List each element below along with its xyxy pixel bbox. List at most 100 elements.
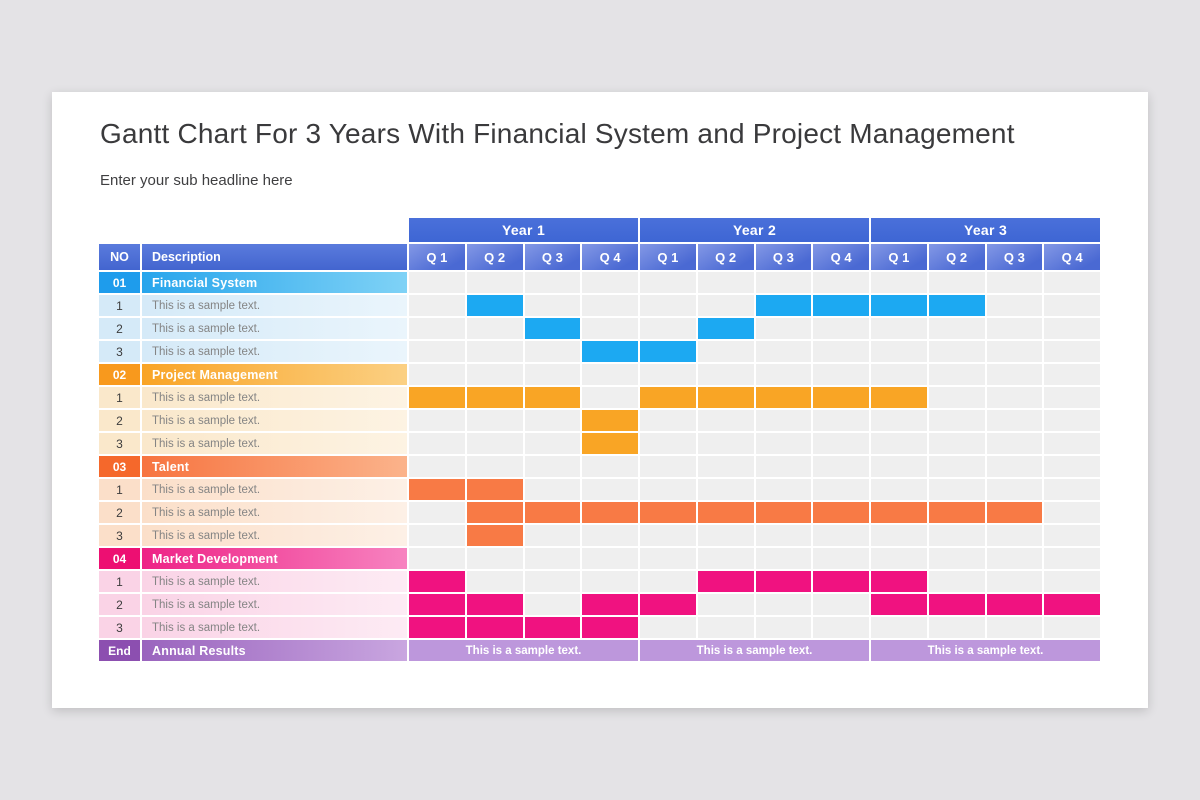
gantt-bar-cell <box>466 387 523 408</box>
section-no-badge: 02 <box>99 364 140 385</box>
gantt-bar-cell <box>928 295 985 316</box>
quarter-cell: Q 1 <box>640 244 696 270</box>
timeline-cell <box>697 617 754 638</box>
task-row: 3 This is a sample text. <box>99 341 1100 362</box>
gantt-bar-cell <box>813 295 869 316</box>
timeline-cell <box>871 341 927 362</box>
timeline-cell <box>986 456 1043 477</box>
timeline-cell <box>409 525 465 546</box>
gantt-bar-cell <box>697 502 754 523</box>
timeline-cell <box>697 272 754 293</box>
quarter-cell: Q 4 <box>813 244 869 270</box>
timeline-cell <box>640 571 696 592</box>
timeline-cell <box>409 456 465 477</box>
task-description: This is a sample text. <box>142 318 407 339</box>
gantt-bar-cell <box>813 502 869 523</box>
timeline-cell <box>871 617 927 638</box>
task-no: 1 <box>99 295 140 316</box>
gantt-bar-cell <box>640 341 696 362</box>
task-no: 2 <box>99 502 140 523</box>
slide-card: Gantt Chart For 3 Years With Financial S… <box>52 92 1148 708</box>
gantt-bar-cell <box>871 571 927 592</box>
timeline-cell <box>813 456 869 477</box>
gantt-bar-cell <box>986 594 1043 615</box>
timeline-cell <box>813 364 869 385</box>
gantt-bar-cell <box>871 295 927 316</box>
timeline-cell <box>928 479 985 500</box>
timeline-cell <box>640 364 696 385</box>
gantt-bar-cell <box>755 502 812 523</box>
task-row: 3 This is a sample text. <box>99 525 1100 546</box>
task-row: 1 This is a sample text. <box>99 387 1100 408</box>
timeline-cell <box>582 295 638 316</box>
gantt-bar-cell <box>986 502 1043 523</box>
timeline-cell <box>582 571 638 592</box>
section-header-row: 03 Talent <box>99 456 1100 477</box>
timeline-cell <box>1044 548 1100 569</box>
task-no: 2 <box>99 594 140 615</box>
gantt-bar-cell <box>697 387 754 408</box>
gantt-bar-cell <box>871 387 927 408</box>
timeline-cell <box>466 272 523 293</box>
timeline-cell <box>524 594 581 615</box>
timeline-cell <box>755 456 812 477</box>
timeline-cell <box>640 295 696 316</box>
page-subtitle: Enter your sub headline here <box>100 172 293 189</box>
task-no: 1 <box>99 387 140 408</box>
timeline-cell <box>524 410 581 431</box>
timeline-cell <box>871 525 927 546</box>
gantt-bar-cell <box>755 387 812 408</box>
gantt-bar-cell <box>409 479 465 500</box>
timeline-cell <box>986 433 1043 454</box>
task-no: 3 <box>99 525 140 546</box>
timeline-cell <box>928 525 985 546</box>
timeline-cell <box>697 594 754 615</box>
timeline-cell <box>755 364 812 385</box>
gantt-bar-cell <box>524 387 581 408</box>
timeline-cell <box>582 479 638 500</box>
timeline-cell <box>582 272 638 293</box>
quarter-cell: Q 2 <box>928 244 985 270</box>
timeline-cell <box>466 548 523 569</box>
task-description: This is a sample text. <box>142 341 407 362</box>
timeline-cell <box>871 318 927 339</box>
end-year-cell: This is a sample text. <box>640 640 869 661</box>
timeline-cell <box>986 387 1043 408</box>
timeline-cell <box>640 525 696 546</box>
timeline-cell <box>697 410 754 431</box>
timeline-cell <box>1044 617 1100 638</box>
gantt-bar-cell <box>409 594 465 615</box>
section-header-row: 01 Financial System <box>99 272 1100 293</box>
timeline-cell <box>697 479 754 500</box>
section-no-badge: 04 <box>99 548 140 569</box>
timeline-cell <box>697 295 754 316</box>
gantt-bar-cell <box>640 594 696 615</box>
gantt-bar-cell <box>466 617 523 638</box>
timeline-cell <box>928 410 985 431</box>
timeline-cell <box>466 318 523 339</box>
task-row: 1 This is a sample text. <box>99 479 1100 500</box>
timeline-cell <box>697 433 754 454</box>
section-no-badge: 01 <box>99 272 140 293</box>
timeline-cell <box>986 548 1043 569</box>
task-row: 2 This is a sample text. <box>99 410 1100 431</box>
timeline-cell <box>640 318 696 339</box>
gantt-bar-cell <box>928 502 985 523</box>
timeline-cell <box>1044 341 1100 362</box>
quarter-cell: Q 3 <box>524 244 581 270</box>
gantt-bar-cell <box>466 502 523 523</box>
timeline-cell <box>1044 433 1100 454</box>
timeline-cell <box>813 272 869 293</box>
timeline-cell <box>524 341 581 362</box>
timeline-cell <box>1044 571 1100 592</box>
end-name: Annual Results <box>142 640 407 661</box>
timeline-cell <box>813 433 869 454</box>
timeline-cell <box>524 525 581 546</box>
timeline-cell <box>409 410 465 431</box>
timeline-cell <box>582 387 638 408</box>
timeline-cell <box>409 548 465 569</box>
timeline-cell <box>1044 387 1100 408</box>
gantt-bar-cell <box>582 410 638 431</box>
timeline-cell <box>409 433 465 454</box>
